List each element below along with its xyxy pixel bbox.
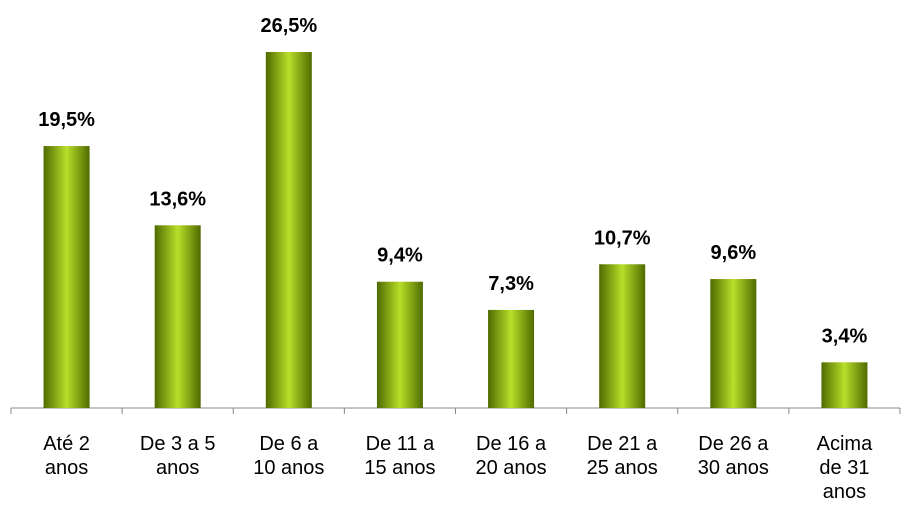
x-tick-label: De 21 a 25 anos bbox=[586, 433, 658, 479]
x-tick-label: De 26 a 30 anos bbox=[697, 433, 769, 479]
bar bbox=[376, 281, 423, 408]
x-tick-label: De 3 a 5 anos bbox=[139, 433, 216, 479]
bar bbox=[821, 362, 868, 408]
bar bbox=[710, 279, 757, 408]
bar bbox=[265, 52, 312, 409]
x-tick-label: De 11 a 15 anos bbox=[364, 433, 436, 479]
bar bbox=[488, 309, 535, 408]
bar bbox=[599, 264, 646, 408]
x-tick-label: Acima de 31 anos bbox=[816, 433, 873, 503]
value-label: 3,4% bbox=[822, 325, 868, 347]
value-label: 10,7% bbox=[594, 227, 651, 249]
x-tick-label: De 16 a 20 anos bbox=[475, 433, 547, 479]
value-label: 26,5% bbox=[260, 15, 317, 37]
value-label: 9,4% bbox=[377, 245, 423, 267]
x-tick-label: De 6 a 10 anos bbox=[253, 433, 325, 479]
value-label: 19,5% bbox=[38, 109, 95, 131]
value-label: 9,6% bbox=[711, 242, 757, 264]
bar bbox=[154, 225, 201, 408]
bar bbox=[43, 146, 90, 409]
value-label: 7,3% bbox=[488, 273, 534, 295]
value-label: 13,6% bbox=[149, 188, 206, 210]
x-tick-label: Até 2 anos bbox=[43, 433, 90, 479]
